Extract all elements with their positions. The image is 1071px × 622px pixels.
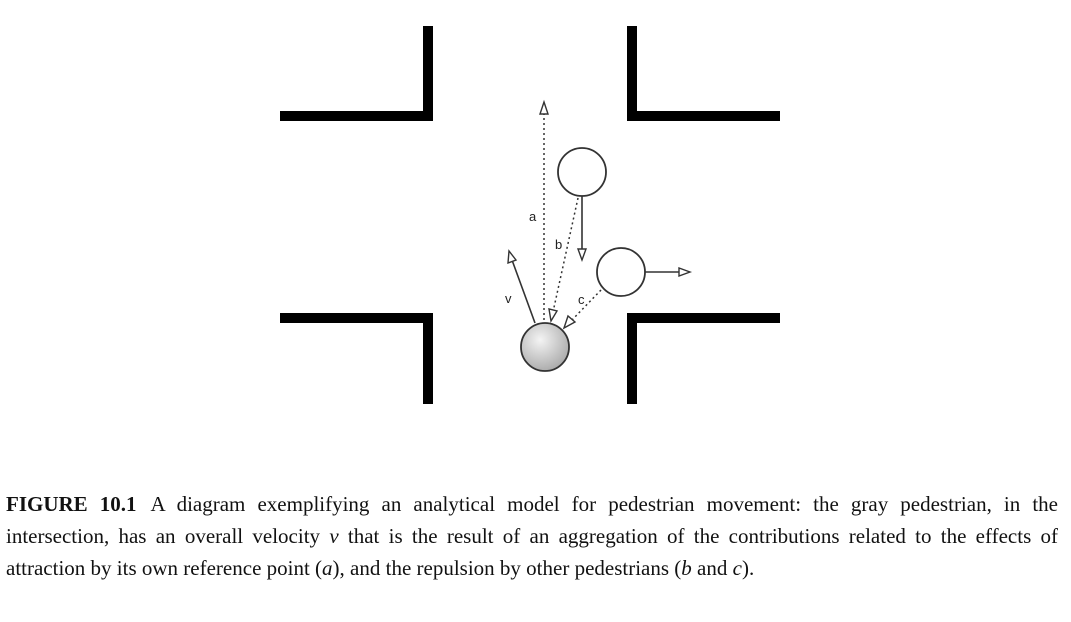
figure-label: FIGURE 10.1: [6, 492, 137, 516]
arrowhead-a: [539, 99, 549, 115]
pedestrian-top: [557, 147, 607, 197]
wall-top-left: [280, 26, 433, 121]
caption-text-3: ), and the repulsion by other pedestrian…: [332, 556, 682, 580]
caption-var-v: v: [329, 524, 339, 548]
arrowhead-top-pedestrian: [577, 248, 587, 263]
vector-b: [552, 197, 579, 313]
label-v: v: [505, 291, 512, 306]
caption-var-a: a: [322, 556, 333, 580]
caption-text-5: ).: [741, 556, 755, 580]
figure-caption: FIGURE 10.1 A diagram exemplifying an ana…: [6, 488, 1058, 584]
force-vectors: [543, 112, 602, 325]
velocity-vectors: [511, 196, 680, 324]
intersection-walls: [280, 26, 780, 404]
arrowhead-right-pedestrian: [678, 267, 693, 277]
label-a: a: [529, 209, 537, 224]
arrowhead-v: [507, 249, 518, 265]
vector-c: [571, 289, 602, 321]
caption-var-b: b: [681, 556, 692, 580]
caption-var-c: c: [732, 556, 742, 580]
pedestrian-diagram: a b c v: [280, 26, 780, 404]
arrowheads: [507, 99, 693, 330]
wall-bottom-left: [280, 313, 433, 404]
pedestrian-gray: [520, 322, 570, 372]
wall-top-right: [627, 26, 780, 121]
arrowhead-b: [548, 308, 559, 323]
caption-text-4: and: [691, 556, 733, 580]
wall-bottom-right: [627, 313, 780, 404]
vector-v: [511, 259, 536, 324]
caption-text-1: A diagram exemplifying an analytical mod…: [6, 492, 1058, 548]
caption-text-2: that is the result of an aggregation of …: [6, 524, 1059, 580]
arrowhead-c: [562, 314, 577, 330]
pedestrian-right: [596, 247, 646, 297]
label-b: b: [555, 237, 562, 252]
label-c: c: [578, 292, 585, 307]
